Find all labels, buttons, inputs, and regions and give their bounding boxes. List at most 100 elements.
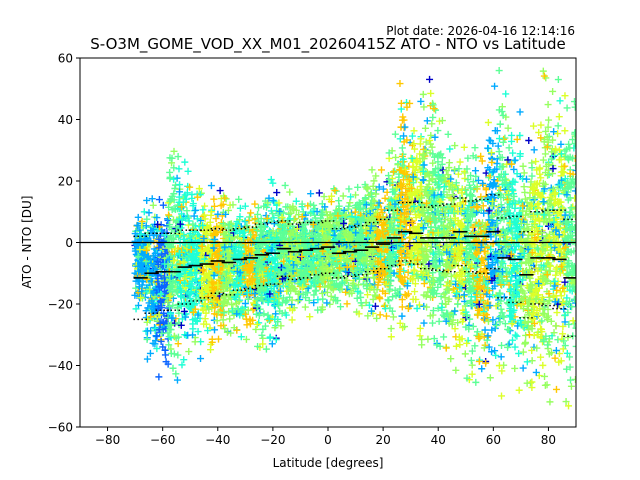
data-point (158, 304, 166, 312)
data-point (236, 311, 244, 319)
data-point (198, 242, 206, 250)
data-point (231, 227, 239, 235)
data-point (215, 263, 223, 271)
data-point (143, 355, 151, 363)
data-point (184, 167, 192, 175)
data-point (217, 322, 225, 330)
data-point (198, 276, 206, 284)
data-point (167, 333, 175, 341)
data-point (133, 239, 141, 247)
data-point (136, 226, 144, 234)
data-point (192, 296, 200, 304)
data-point (166, 221, 174, 229)
data-point (207, 211, 215, 219)
data-point (169, 279, 177, 287)
data-point (180, 258, 188, 266)
data-point (137, 230, 145, 238)
data-point (176, 273, 184, 281)
data-point (164, 298, 172, 306)
data-point (211, 310, 219, 318)
data-point (132, 245, 140, 253)
data-point (142, 222, 150, 230)
data-point (227, 272, 235, 280)
data-point (174, 153, 182, 161)
data-point (199, 267, 207, 275)
data-point (171, 228, 179, 236)
data-point (174, 351, 182, 359)
data-point (241, 228, 249, 236)
data-point (155, 196, 163, 204)
data-point (217, 202, 225, 210)
data-point (174, 340, 182, 348)
data-point (165, 203, 173, 211)
data-point (207, 182, 215, 190)
data-point (177, 302, 185, 310)
plot-date: Plot date: 2026-04-16 12:14:16 (386, 24, 575, 38)
data-point (229, 201, 237, 209)
data-point (223, 328, 231, 336)
data-point (232, 299, 240, 307)
data-point (176, 181, 184, 189)
data-point (234, 290, 242, 298)
data-point (188, 191, 196, 199)
data-point (240, 306, 248, 314)
data-point (201, 300, 209, 308)
data-point (214, 210, 222, 218)
data-point (167, 349, 175, 357)
data-point (189, 202, 197, 210)
data-point (143, 335, 151, 343)
data-point (132, 305, 140, 313)
data-point (133, 221, 141, 229)
data-point (165, 212, 173, 220)
data-point (155, 311, 163, 319)
data-point (158, 239, 166, 247)
data-point (169, 364, 177, 372)
data-point (220, 309, 228, 317)
data-point (222, 278, 230, 286)
data-point (216, 187, 224, 195)
data-point (225, 220, 233, 228)
data-point (151, 340, 159, 348)
data-point (172, 223, 180, 231)
data-point (200, 320, 208, 328)
data-point (178, 203, 186, 211)
data-point (190, 227, 198, 235)
data-point (134, 213, 142, 221)
data-point (175, 165, 183, 173)
data-point (223, 299, 231, 307)
data-point (171, 206, 179, 214)
data-point (215, 335, 223, 343)
data-point (154, 275, 162, 283)
data-point (171, 245, 179, 253)
data-point (231, 281, 239, 289)
data-point (232, 275, 240, 283)
data-point (155, 235, 163, 243)
data-point (233, 326, 241, 334)
data-point (147, 227, 155, 235)
data-point (165, 285, 173, 293)
data-point (215, 267, 223, 275)
data-point (146, 285, 154, 293)
data-point (194, 193, 202, 201)
data-point (176, 220, 184, 228)
data-point (153, 214, 161, 222)
data-point (191, 206, 199, 214)
data-point (226, 315, 234, 323)
data-point (197, 355, 205, 363)
data-point (153, 249, 161, 257)
data-point (224, 296, 232, 304)
data-point (143, 246, 151, 254)
data-point (155, 326, 163, 334)
data-point (213, 317, 221, 325)
data-point (191, 305, 199, 313)
data-point (197, 189, 205, 197)
data-point (228, 301, 236, 309)
data-point (180, 356, 188, 364)
data-point (210, 239, 218, 247)
data-point (208, 338, 216, 346)
data-point (159, 201, 167, 209)
data-point (142, 258, 150, 266)
data-point (211, 251, 219, 259)
data-point (181, 266, 189, 274)
